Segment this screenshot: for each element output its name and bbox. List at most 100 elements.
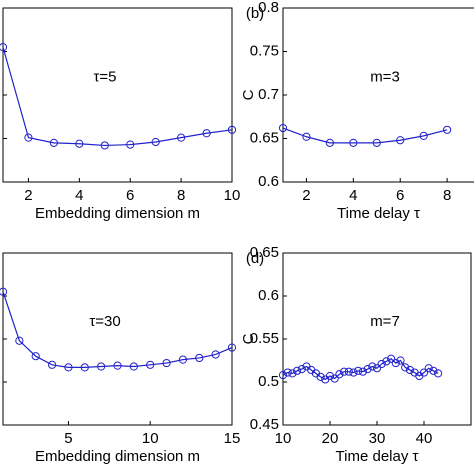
data-point <box>64 363 73 372</box>
x-tick-label: 8 <box>177 187 185 204</box>
panel-label: (d) <box>246 250 264 267</box>
x-tick-label: 10 <box>224 187 241 204</box>
data-point <box>330 374 339 383</box>
y-axis-label: C <box>240 333 257 344</box>
data-point <box>227 125 237 134</box>
annotation: τ=5 <box>93 69 116 86</box>
data-point <box>97 362 106 371</box>
data-point <box>335 370 344 379</box>
plot-frame <box>282 7 474 183</box>
data-point <box>377 359 386 369</box>
data-point <box>75 139 84 148</box>
data-point <box>391 358 400 368</box>
data-point <box>368 362 377 371</box>
data-point <box>325 138 334 147</box>
data-point <box>340 367 349 376</box>
data-point <box>100 141 109 150</box>
data-point <box>31 352 40 361</box>
data-point <box>429 366 438 375</box>
x-tick-label: 20 <box>322 430 339 447</box>
x-tick-label: 10 <box>142 430 159 447</box>
data-point <box>443 125 452 134</box>
data-point <box>349 368 358 377</box>
data-line <box>2 46 233 147</box>
data-point <box>129 362 138 371</box>
x-tick-label: 4 <box>75 187 83 204</box>
data-point <box>316 372 325 381</box>
data-point <box>405 365 414 375</box>
x-axis-label: Time delay τ <box>336 448 419 465</box>
y-tick-label: 0.6 <box>258 173 279 190</box>
data-point <box>363 365 372 374</box>
data-point <box>396 136 405 145</box>
data-point <box>0 43 8 52</box>
x-tick-label: 2 <box>24 187 32 204</box>
data-point <box>297 365 306 374</box>
data-point <box>15 336 24 345</box>
x-tick-label: 4 <box>349 187 357 204</box>
y-tick-label: 0.7 <box>258 86 279 103</box>
data-line <box>2 291 233 368</box>
annotation: τ=30 <box>89 313 120 330</box>
x-tick-label: 6 <box>126 187 134 204</box>
data-point <box>0 287 8 296</box>
x-tick-label: 10 <box>275 430 292 447</box>
x-tick-label: 30 <box>369 430 386 447</box>
data-point <box>278 371 288 380</box>
y-axis-label: C <box>240 89 257 100</box>
data-point <box>302 132 311 141</box>
x-tick-label: 5 <box>64 430 72 447</box>
data-point <box>211 350 220 359</box>
data-point <box>162 358 171 368</box>
data-point <box>387 354 396 363</box>
data-point <box>47 360 57 369</box>
data-point <box>344 367 353 376</box>
x-axis-label: Embedding dimension m <box>35 205 200 222</box>
x-tick-label: 2 <box>302 187 310 204</box>
x-tick-label: 6 <box>396 187 404 204</box>
y-tick-label: 0.45 <box>250 416 279 433</box>
data-point <box>372 364 382 373</box>
data-point <box>177 133 186 142</box>
data-point <box>419 131 428 140</box>
data-point <box>49 138 58 147</box>
data-point <box>178 355 188 364</box>
x-axis-label: Embedding dimension m <box>35 448 200 465</box>
plot-frame <box>282 252 472 426</box>
data-point <box>126 140 135 149</box>
data-point <box>146 360 155 369</box>
data-point <box>382 357 391 366</box>
data-point <box>202 129 211 138</box>
y-tick-label: 0.6 <box>258 287 279 304</box>
plot-frame <box>2 7 233 183</box>
data-point <box>151 137 160 147</box>
y-tick-label: 0.55 <box>250 330 279 347</box>
x-tick-label: 40 <box>416 430 433 447</box>
y-tick-label: 0.5 <box>258 373 279 390</box>
data-point <box>419 368 429 377</box>
data-point <box>195 353 204 363</box>
data-point <box>396 356 405 365</box>
annotation: m=3 <box>370 69 400 86</box>
x-tick-label: 8 <box>443 187 451 204</box>
annotation: m=7 <box>370 313 400 330</box>
data-point <box>401 363 410 372</box>
data-point <box>283 368 292 377</box>
x-axis-label: Time delay τ <box>337 205 420 222</box>
data-point <box>24 133 33 142</box>
data-point <box>424 364 433 373</box>
data-point <box>288 369 297 378</box>
plot-frame <box>2 252 233 426</box>
data-line <box>282 358 439 381</box>
y-tick-label: 0.8 <box>258 0 279 16</box>
data-point <box>293 366 302 375</box>
data-point <box>358 367 367 376</box>
y-tick-label: 0.65 <box>250 129 279 146</box>
data-point <box>354 366 363 375</box>
panel-label: (b) <box>246 5 264 22</box>
data-point <box>113 361 122 370</box>
x-tick-label: 15 <box>224 430 241 447</box>
data-point <box>349 138 358 147</box>
data-point <box>227 343 237 352</box>
